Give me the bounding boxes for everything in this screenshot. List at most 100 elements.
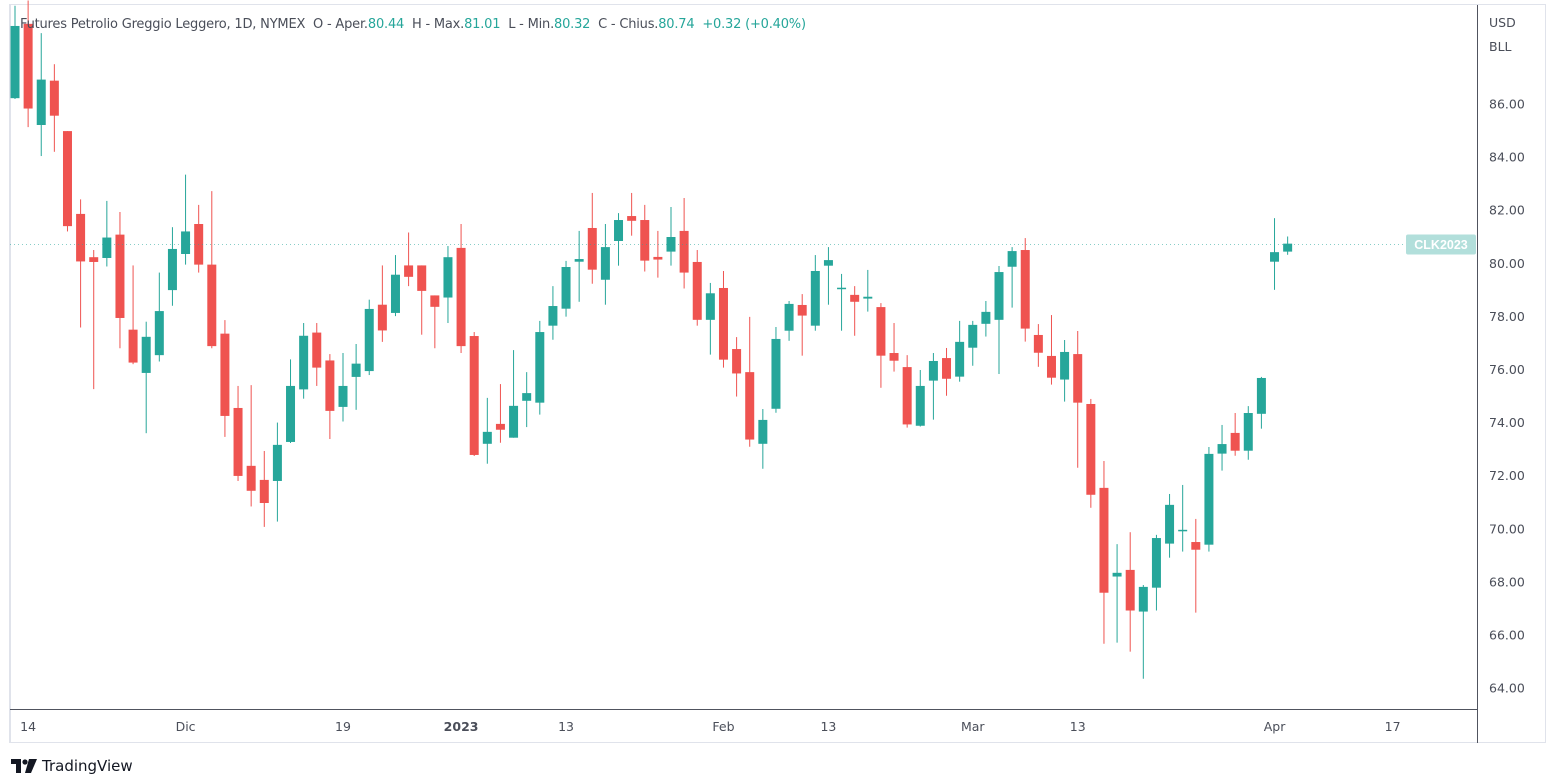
price-axis[interactable]: 86.00 84.00 82.00 80.00 78.00 76.00 74.00 72.00… [1489, 97, 1525, 696]
candle[interactable] [10, 5, 20, 99]
candle[interactable] [876, 303, 886, 388]
candle[interactable] [233, 385, 243, 481]
candle[interactable] [299, 323, 309, 399]
candle[interactable] [1217, 424, 1227, 471]
candle[interactable] [390, 255, 400, 317]
candle[interactable] [351, 343, 361, 410]
candle[interactable] [758, 409, 768, 469]
candle[interactable] [141, 321, 151, 434]
candle[interactable] [574, 230, 584, 302]
candle[interactable] [797, 294, 807, 356]
candle[interactable] [1099, 461, 1109, 644]
candle[interactable] [705, 282, 715, 355]
candle[interactable] [561, 260, 571, 317]
candle[interactable] [522, 372, 532, 428]
candle[interactable] [102, 200, 112, 267]
candle[interactable] [1283, 236, 1293, 255]
candle[interactable] [863, 269, 873, 312]
candle[interactable] [1073, 330, 1083, 468]
candle[interactable] [666, 207, 676, 266]
time-axis[interactable]: 14 Dic 19 2023 13 Feb 13 Mar 13 Apr 17 [20, 719, 1400, 734]
candle[interactable] [443, 246, 453, 324]
candle[interactable] [1125, 532, 1135, 652]
candle[interactable] [115, 212, 125, 349]
candle[interactable] [679, 197, 689, 289]
candle[interactable] [1112, 544, 1122, 643]
candle[interactable] [850, 286, 860, 336]
candle[interactable] [338, 353, 348, 422]
candle[interactable] [1243, 406, 1253, 460]
candle[interactable] [482, 397, 492, 464]
candle[interactable] [823, 247, 833, 305]
candle[interactable] [1060, 340, 1070, 402]
candle[interactable] [1033, 324, 1043, 367]
candle[interactable] [1007, 247, 1017, 308]
candle[interactable] [1138, 585, 1148, 679]
candle[interactable] [1165, 493, 1175, 558]
candle[interactable] [272, 422, 282, 522]
candle[interactable] [627, 192, 637, 236]
candle[interactable] [889, 323, 899, 372]
candle[interactable] [902, 355, 912, 428]
candle[interactable] [286, 359, 296, 444]
candle[interactable] [981, 300, 991, 337]
candle[interactable] [128, 265, 138, 365]
candle[interactable] [1230, 413, 1240, 456]
candle[interactable] [207, 191, 217, 349]
candle[interactable] [928, 353, 938, 420]
candle[interactable] [1046, 315, 1056, 385]
candle[interactable] [653, 230, 663, 278]
candle[interactable] [23, 0, 33, 128]
candle[interactable] [495, 384, 505, 443]
candle[interactable] [325, 354, 335, 440]
candle[interactable] [1256, 376, 1266, 429]
candle[interactable] [600, 224, 610, 305]
symbol-title[interactable]: Futures Petrolio Greggio Leggero, 1D, NY… [20, 17, 306, 32]
candle[interactable] [745, 316, 755, 447]
candle[interactable] [692, 250, 702, 326]
candle[interactable] [548, 286, 558, 340]
candle[interactable] [194, 204, 204, 273]
candle[interactable] [587, 192, 597, 284]
candle[interactable] [404, 232, 414, 287]
candle[interactable] [732, 337, 742, 397]
candle[interactable] [456, 224, 466, 354]
candle[interactable] [718, 270, 728, 368]
candle[interactable] [312, 323, 322, 386]
tradingview-logo[interactable]: TradingView [11, 757, 133, 775]
candle[interactable] [89, 250, 99, 390]
candle[interactable] [942, 347, 952, 396]
candle[interactable] [1086, 398, 1096, 508]
candle[interactable] [1204, 446, 1214, 552]
candle[interactable] [1151, 534, 1161, 611]
candle[interactable] [417, 265, 427, 335]
candle[interactable] [1270, 218, 1280, 290]
candle[interactable] [810, 255, 820, 331]
candle[interactable] [837, 273, 847, 331]
candle[interactable] [771, 327, 781, 413]
candle[interactable] [614, 213, 624, 266]
candle[interactable] [154, 272, 164, 362]
candle[interactable] [915, 370, 925, 427]
candle[interactable] [1020, 238, 1030, 342]
candle[interactable] [377, 265, 387, 342]
candle[interactable] [469, 332, 479, 457]
candle[interactable] [49, 64, 59, 152]
candle[interactable] [640, 204, 650, 272]
candle[interactable] [784, 300, 794, 341]
candle[interactable] [430, 295, 440, 349]
candle[interactable] [62, 131, 72, 232]
candle[interactable] [994, 265, 1004, 374]
candle[interactable] [535, 320, 545, 415]
candle[interactable] [1178, 484, 1188, 552]
candle[interactable] [1191, 518, 1201, 613]
candle[interactable] [968, 320, 978, 366]
candle[interactable] [364, 299, 374, 376]
candle[interactable] [76, 199, 86, 328]
candle[interactable] [509, 350, 519, 438]
candle[interactable] [220, 320, 230, 437]
candle[interactable] [246, 385, 256, 507]
candle[interactable] [955, 320, 965, 382]
candle[interactable] [181, 174, 191, 265]
